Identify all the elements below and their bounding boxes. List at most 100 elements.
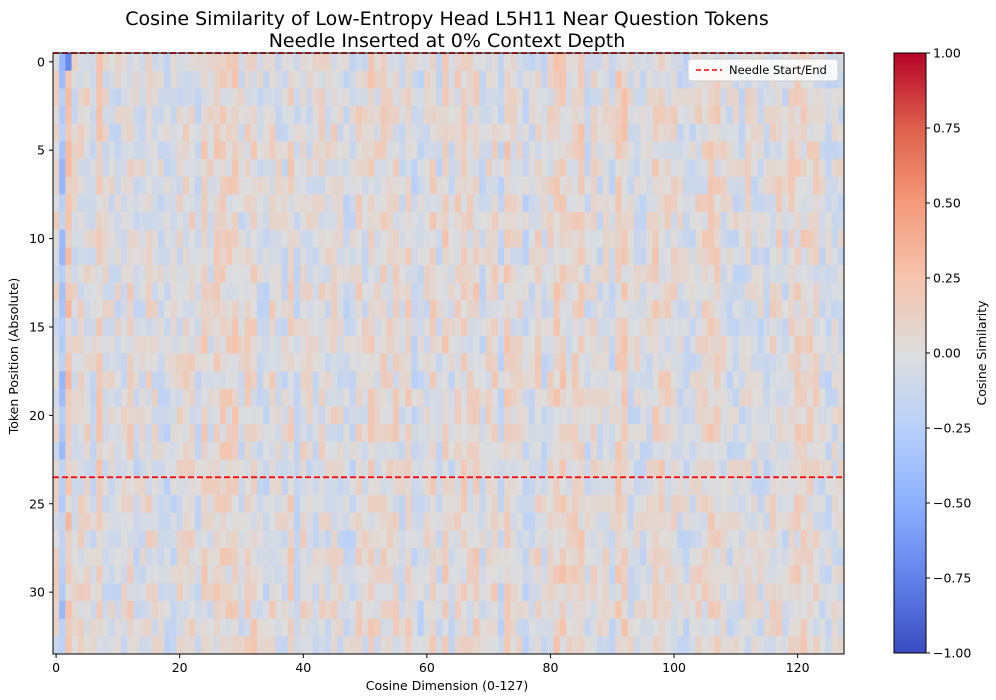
heatmap-cell: [238, 123, 245, 142]
heatmap-cell: [380, 282, 388, 301]
heatmap-cell: [714, 618, 721, 637]
heatmap-cell: [411, 636, 418, 655]
heatmap-cell: [732, 406, 740, 425]
heatmap-cell: [596, 459, 604, 478]
heatmap-cell: [337, 318, 344, 337]
heatmap-cell: [232, 353, 239, 372]
heatmap-cell: [572, 247, 579, 266]
heatmap-cell: [170, 194, 177, 213]
heatmap-cell: [213, 141, 221, 160]
heatmap-cell: [621, 371, 629, 390]
heatmap-cell: [164, 106, 171, 125]
heatmap-cell: [436, 459, 443, 478]
heatmap-cell: [281, 388, 289, 407]
heatmap-cell: [510, 459, 517, 478]
heatmap-cell: [732, 106, 740, 125]
heatmap-cell: [114, 53, 122, 72]
heatmap-cell: [213, 600, 221, 620]
heatmap-cell: [819, 583, 826, 602]
heatmap-cell: [219, 353, 227, 372]
heatmap-cell: [355, 335, 363, 354]
heatmap-cell: [158, 176, 165, 195]
heatmap-cell: [757, 194, 765, 213]
heatmap-cell: [825, 123, 833, 142]
heatmap-cell: [528, 265, 536, 284]
heatmap-cell: [429, 406, 437, 425]
heatmap-cell: [763, 636, 771, 655]
heatmap-cell: [355, 194, 363, 213]
heatmap-cell: [442, 583, 449, 602]
heatmap-cell: [349, 159, 357, 178]
heatmap-cell: [596, 547, 604, 567]
heatmap-cell: [553, 282, 561, 301]
heatmap-cell: [182, 159, 190, 178]
heatmap-cell: [127, 282, 134, 301]
heatmap-cell: [541, 530, 548, 549]
heatmap-cell: [763, 441, 771, 460]
heatmap-cell: [59, 300, 66, 319]
heatmap-cell: [275, 53, 283, 72]
heatmap-cell: [188, 618, 196, 637]
heatmap-cell: [226, 335, 233, 354]
heatmap-cell: [547, 123, 554, 142]
heatmap-cell: [65, 335, 72, 354]
heatmap-cell: [411, 388, 418, 407]
heatmap-cell: [83, 424, 91, 443]
heatmap-cell: [213, 424, 221, 443]
heatmap-cell: [776, 530, 783, 549]
heatmap-cell: [399, 477, 406, 496]
heatmap-cell: [677, 229, 684, 248]
heatmap-cell: [813, 212, 820, 231]
heatmap-cell: [831, 300, 839, 319]
heatmap-cell: [158, 494, 165, 513]
heatmap-cell: [232, 212, 239, 231]
heatmap-cell: [769, 265, 777, 284]
heatmap-cell: [361, 530, 369, 549]
heatmap-cell: [343, 123, 351, 142]
heatmap-cell: [565, 424, 573, 443]
heatmap-cell: [578, 282, 585, 301]
heatmap-cell: [621, 600, 629, 620]
heatmap-cell: [417, 70, 425, 89]
heatmap-cell: [158, 441, 165, 460]
heatmap-cell: [485, 70, 493, 89]
heatmap-cell: [732, 318, 740, 337]
heatmap-cell: [158, 335, 165, 354]
heatmap-cell: [337, 229, 344, 248]
heatmap-cell: [337, 300, 344, 319]
heatmap-cell: [757, 123, 765, 142]
heatmap-cell: [565, 300, 573, 319]
heatmap-cell: [831, 159, 839, 178]
heatmap-cell: [621, 388, 629, 407]
heatmap-cell: [120, 159, 128, 178]
heatmap-cell: [238, 388, 245, 407]
heatmap-cell: [331, 70, 338, 89]
heatmap-cell: [164, 441, 171, 460]
heatmap-cell: [677, 247, 684, 266]
heatmap-cell: [361, 565, 369, 584]
heatmap-cell: [195, 141, 202, 160]
heatmap-cell: [182, 459, 190, 478]
heatmap-cell: [411, 212, 418, 231]
heatmap-cell: [633, 106, 641, 125]
heatmap-cell: [757, 106, 765, 125]
heatmap-cell: [83, 106, 91, 125]
heatmap-cell: [757, 388, 765, 407]
heatmap-cell: [745, 247, 752, 266]
heatmap-cell: [269, 371, 276, 390]
heatmap-cell: [547, 176, 554, 195]
heatmap-cell: [584, 318, 592, 337]
heatmap-cell: [621, 53, 629, 72]
heatmap-cell: [164, 318, 171, 337]
heatmap-cell: [695, 353, 703, 372]
heatmap-cell: [324, 212, 332, 231]
heatmap-cell: [158, 512, 165, 531]
heatmap-cell: [670, 618, 678, 637]
heatmap-cell: [541, 53, 548, 72]
heatmap-cell: [53, 459, 60, 478]
heatmap-cell: [528, 600, 536, 620]
heatmap-cell: [213, 265, 221, 284]
heatmap-cell: [714, 123, 721, 142]
heatmap-cell: [670, 212, 678, 231]
heatmap-cell: [442, 565, 449, 584]
